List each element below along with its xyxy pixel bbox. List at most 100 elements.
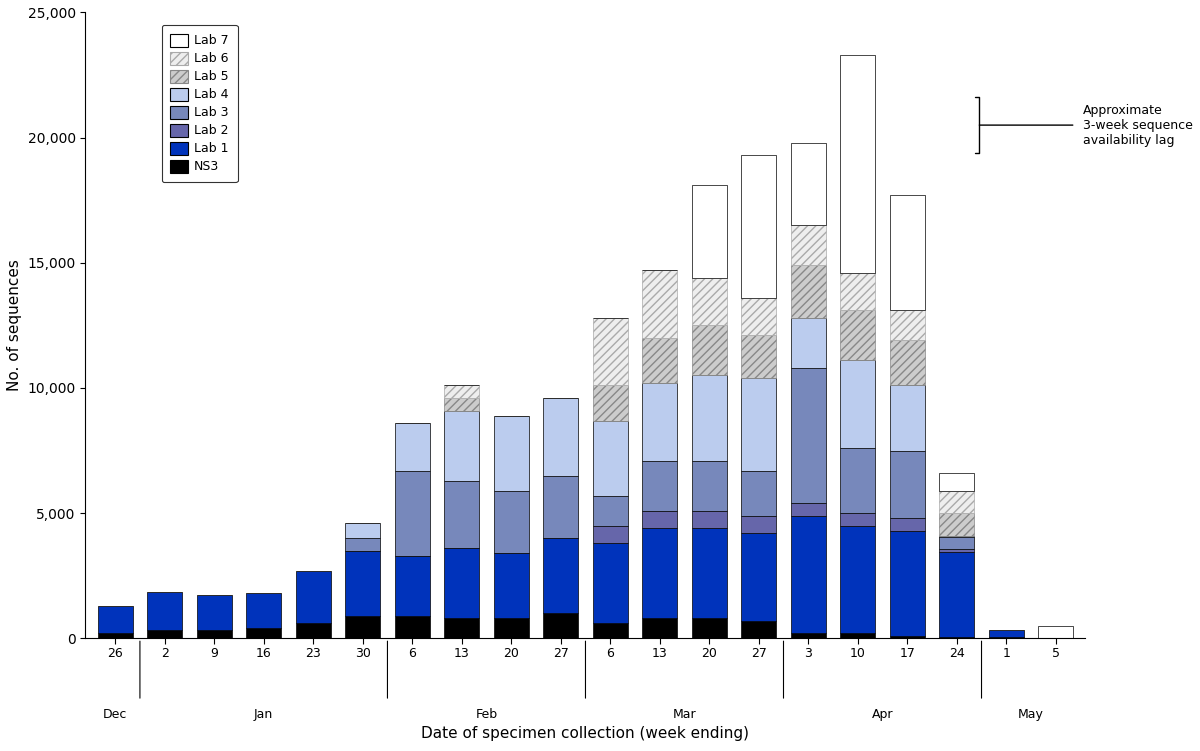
Bar bbox=[395, 616, 430, 638]
Bar bbox=[940, 637, 974, 638]
Text: Mar: Mar bbox=[673, 708, 696, 722]
Bar bbox=[296, 623, 330, 638]
Bar bbox=[642, 460, 677, 511]
Bar bbox=[940, 552, 974, 637]
Bar bbox=[940, 537, 974, 550]
Bar bbox=[692, 511, 726, 528]
Bar bbox=[544, 475, 578, 538]
Bar bbox=[593, 543, 628, 623]
Bar bbox=[890, 340, 924, 385]
Bar bbox=[742, 471, 776, 516]
Bar bbox=[593, 526, 628, 543]
Bar bbox=[940, 550, 974, 552]
Legend: Lab 7, Lab 6, Lab 5, Lab 4, Lab 3, Lab 2, Lab 1, NS3: Lab 7, Lab 6, Lab 5, Lab 4, Lab 3, Lab 2… bbox=[162, 25, 238, 182]
Bar bbox=[840, 633, 875, 638]
Bar bbox=[940, 473, 974, 490]
Bar bbox=[692, 278, 726, 325]
Bar bbox=[642, 618, 677, 638]
Bar bbox=[642, 511, 677, 528]
Bar bbox=[444, 481, 479, 548]
Bar bbox=[346, 523, 380, 538]
Bar bbox=[742, 533, 776, 621]
Bar bbox=[98, 633, 132, 638]
Bar bbox=[692, 376, 726, 460]
Bar bbox=[444, 385, 479, 398]
Bar bbox=[791, 225, 826, 265]
Bar bbox=[791, 503, 826, 516]
Bar bbox=[593, 623, 628, 638]
Bar bbox=[494, 618, 528, 638]
Bar bbox=[444, 398, 479, 411]
Bar bbox=[791, 368, 826, 503]
Bar bbox=[742, 336, 776, 378]
Bar bbox=[791, 633, 826, 638]
Text: Feb: Feb bbox=[475, 708, 498, 722]
Text: Approximate
3-week sequence
availability lag: Approximate 3-week sequence availability… bbox=[1084, 104, 1193, 146]
Bar bbox=[494, 415, 528, 490]
Text: Dec: Dec bbox=[103, 708, 127, 722]
Bar bbox=[346, 616, 380, 638]
Text: May: May bbox=[1018, 708, 1044, 722]
Bar bbox=[940, 535, 974, 537]
Bar bbox=[346, 538, 380, 550]
Bar bbox=[593, 385, 628, 421]
Bar bbox=[890, 195, 924, 310]
Bar bbox=[395, 556, 430, 616]
Bar bbox=[692, 185, 726, 278]
Bar bbox=[593, 318, 628, 385]
Bar bbox=[544, 538, 578, 614]
Bar bbox=[296, 571, 330, 623]
Bar bbox=[98, 606, 132, 633]
Bar bbox=[197, 629, 232, 638]
Bar bbox=[494, 490, 528, 553]
Bar bbox=[395, 423, 430, 471]
Bar bbox=[742, 155, 776, 298]
Bar bbox=[544, 398, 578, 475]
Bar bbox=[791, 143, 826, 225]
Bar bbox=[840, 513, 875, 526]
Bar bbox=[742, 516, 776, 533]
Bar bbox=[840, 360, 875, 448]
Bar bbox=[246, 593, 281, 629]
Y-axis label: No. of sequences: No. of sequences bbox=[7, 259, 22, 391]
Bar bbox=[692, 528, 726, 618]
Bar bbox=[890, 531, 924, 636]
Bar bbox=[346, 550, 380, 616]
Bar bbox=[840, 55, 875, 273]
Bar bbox=[791, 265, 826, 318]
Bar bbox=[197, 595, 232, 629]
Bar bbox=[444, 618, 479, 638]
Bar bbox=[642, 270, 677, 338]
Bar bbox=[840, 526, 875, 633]
Text: Date of specimen collection (week ending): Date of specimen collection (week ending… bbox=[421, 726, 750, 741]
Bar bbox=[791, 318, 826, 368]
Bar bbox=[890, 518, 924, 531]
Bar bbox=[692, 618, 726, 638]
Bar bbox=[642, 528, 677, 618]
Bar bbox=[642, 338, 677, 383]
Bar bbox=[742, 621, 776, 638]
Bar bbox=[148, 629, 182, 638]
Bar bbox=[940, 490, 974, 513]
Bar bbox=[593, 496, 628, 526]
Bar bbox=[494, 553, 528, 618]
Bar bbox=[692, 460, 726, 511]
Bar bbox=[890, 310, 924, 340]
Text: Jan: Jan bbox=[254, 708, 274, 722]
Bar bbox=[840, 448, 875, 513]
Bar bbox=[989, 637, 1024, 638]
Bar bbox=[890, 451, 924, 518]
Bar bbox=[840, 310, 875, 360]
Bar bbox=[544, 614, 578, 638]
Bar bbox=[148, 592, 182, 629]
Bar bbox=[890, 636, 924, 638]
Bar bbox=[692, 325, 726, 376]
Bar bbox=[395, 471, 430, 556]
Bar bbox=[840, 273, 875, 310]
Bar bbox=[444, 548, 479, 618]
Bar bbox=[742, 378, 776, 471]
Bar bbox=[989, 629, 1024, 637]
Bar bbox=[642, 383, 677, 460]
Bar bbox=[593, 421, 628, 496]
Bar bbox=[742, 298, 776, 336]
